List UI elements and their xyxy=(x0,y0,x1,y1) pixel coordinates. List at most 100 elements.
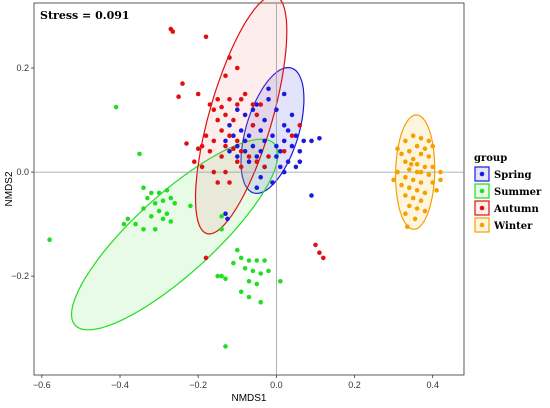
point-winter xyxy=(426,138,432,144)
point-spring xyxy=(309,193,314,198)
point-winter xyxy=(410,195,416,201)
point-autumn xyxy=(211,138,217,144)
point-summer xyxy=(219,273,224,279)
point-spring xyxy=(293,133,299,138)
point-summer xyxy=(121,221,127,227)
point-autumn xyxy=(227,97,232,102)
point-summer xyxy=(164,211,170,216)
point-autumn xyxy=(215,97,220,102)
y-tick-label: 0.2 xyxy=(16,63,29,73)
point-spring xyxy=(281,123,287,128)
point-winter xyxy=(403,175,408,180)
x-tick-label: −0.2 xyxy=(189,380,207,390)
point-autumn xyxy=(223,112,228,118)
point-autumn xyxy=(289,133,295,138)
point-spring xyxy=(223,138,228,144)
point-winter xyxy=(414,206,420,211)
point-spring xyxy=(242,149,248,154)
point-spring xyxy=(274,143,279,149)
point-autumn xyxy=(223,143,228,149)
point-spring xyxy=(270,133,275,138)
point-autumn xyxy=(192,159,197,164)
point-summer xyxy=(141,227,146,232)
ellipse-summer xyxy=(70,138,279,331)
point-spring xyxy=(231,133,236,138)
point-spring xyxy=(281,91,287,97)
point-spring xyxy=(223,211,228,216)
point-summer xyxy=(168,195,174,201)
point-winter xyxy=(430,143,436,149)
point-winter xyxy=(418,151,424,157)
point-spring xyxy=(225,216,230,222)
point-winter xyxy=(403,193,408,198)
point-summer xyxy=(145,195,150,201)
point-spring xyxy=(309,138,314,144)
point-autumn xyxy=(262,164,267,170)
legend-dot-winter xyxy=(479,222,485,228)
point-autumn xyxy=(317,250,322,255)
point-autumn xyxy=(203,255,209,261)
point-autumn xyxy=(281,149,287,154)
point-winter xyxy=(422,146,428,151)
point-autumn xyxy=(184,141,189,146)
point-autumn xyxy=(180,81,185,86)
point-autumn xyxy=(219,128,224,133)
x-axis-title: NMDS1 xyxy=(231,393,266,404)
point-winter xyxy=(418,136,424,141)
legend-label-autumn: Autumn xyxy=(493,204,540,215)
x-tick-label: 0.0 xyxy=(270,380,283,390)
point-summer xyxy=(152,201,158,206)
point-autumn xyxy=(254,112,260,118)
point-autumn xyxy=(254,159,260,164)
point-spring xyxy=(258,175,264,180)
point-spring xyxy=(227,123,232,128)
y-tick-label: 0.0 xyxy=(16,167,29,177)
point-summer xyxy=(254,281,260,287)
point-spring xyxy=(289,143,295,149)
point-winter xyxy=(399,151,404,157)
point-summer xyxy=(235,247,240,253)
point-winter xyxy=(414,143,420,149)
point-spring xyxy=(250,143,256,149)
point-spring xyxy=(293,164,299,170)
point-winter xyxy=(430,180,436,185)
x-tick-label: 0.2 xyxy=(348,380,361,390)
point-winter xyxy=(414,169,420,175)
point-summer xyxy=(160,198,166,203)
point-winter xyxy=(438,169,443,175)
point-autumn xyxy=(231,146,236,151)
point-autumn xyxy=(235,159,240,164)
point-winter xyxy=(422,164,428,170)
point-spring xyxy=(246,133,252,138)
point-autumn xyxy=(207,149,213,154)
point-winter xyxy=(426,154,432,159)
point-autumn xyxy=(203,34,209,40)
point-winter xyxy=(438,177,443,183)
point-winter xyxy=(403,211,408,216)
point-winter xyxy=(414,188,420,193)
point-summer xyxy=(168,219,174,224)
point-spring xyxy=(235,107,240,112)
point-winter xyxy=(391,177,396,183)
point-winter xyxy=(405,224,410,229)
x-tick-label: −0.4 xyxy=(111,380,129,390)
point-autumn xyxy=(219,154,224,159)
legend-label-summer: Summer xyxy=(494,187,542,198)
point-spring xyxy=(285,128,291,133)
point-summer xyxy=(152,227,158,232)
point-spring xyxy=(274,154,279,159)
point-winter xyxy=(418,169,424,175)
point-summer xyxy=(258,271,264,276)
point-winter xyxy=(399,182,404,188)
stress-annotation: Stress = 0.091 xyxy=(40,9,130,22)
point-autumn xyxy=(238,97,244,102)
point-summer xyxy=(219,227,224,232)
point-summer xyxy=(141,185,146,190)
point-spring xyxy=(297,149,303,154)
point-winter xyxy=(403,138,408,144)
point-winter xyxy=(408,162,414,167)
point-autumn xyxy=(203,133,209,138)
point-winter xyxy=(426,172,432,177)
point-autumn xyxy=(235,102,240,107)
